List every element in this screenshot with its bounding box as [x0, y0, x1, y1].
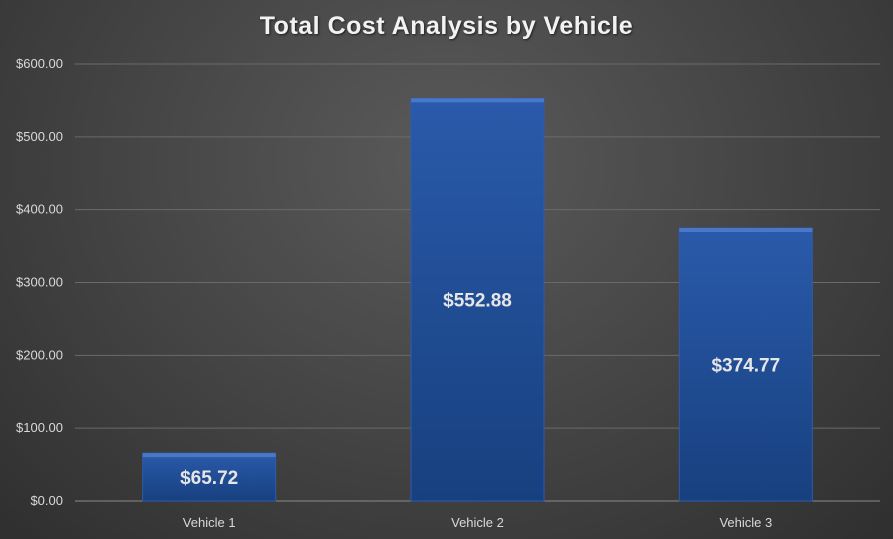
y-tick-label: $300.00 [16, 275, 63, 290]
bar [410, 97, 545, 502]
chart-title: Total Cost Analysis by Vehicle [259, 12, 634, 40]
y-tick-label: $100.00 [16, 420, 63, 435]
bar-top-highlight [679, 228, 813, 233]
bar-top-highlight [411, 98, 544, 103]
x-tick-label: Vehicle 3 [719, 515, 772, 530]
x-tick-label: Vehicle 1 [183, 515, 236, 530]
y-tick-label: $500.00 [16, 129, 63, 144]
y-tick-label: $0.00 [30, 493, 63, 508]
data-label: $65.72 [180, 468, 238, 489]
bar-top-highlight [142, 453, 276, 458]
y-tick-label: $200.00 [16, 347, 63, 362]
data-label: $552.88 [443, 291, 512, 312]
bar [678, 227, 813, 502]
data-label: $374.77 [711, 356, 780, 377]
y-tick-label: $600.00 [16, 56, 63, 71]
y-tick-label: $400.00 [16, 202, 63, 217]
x-tick-label: Vehicle 2 [451, 515, 504, 530]
